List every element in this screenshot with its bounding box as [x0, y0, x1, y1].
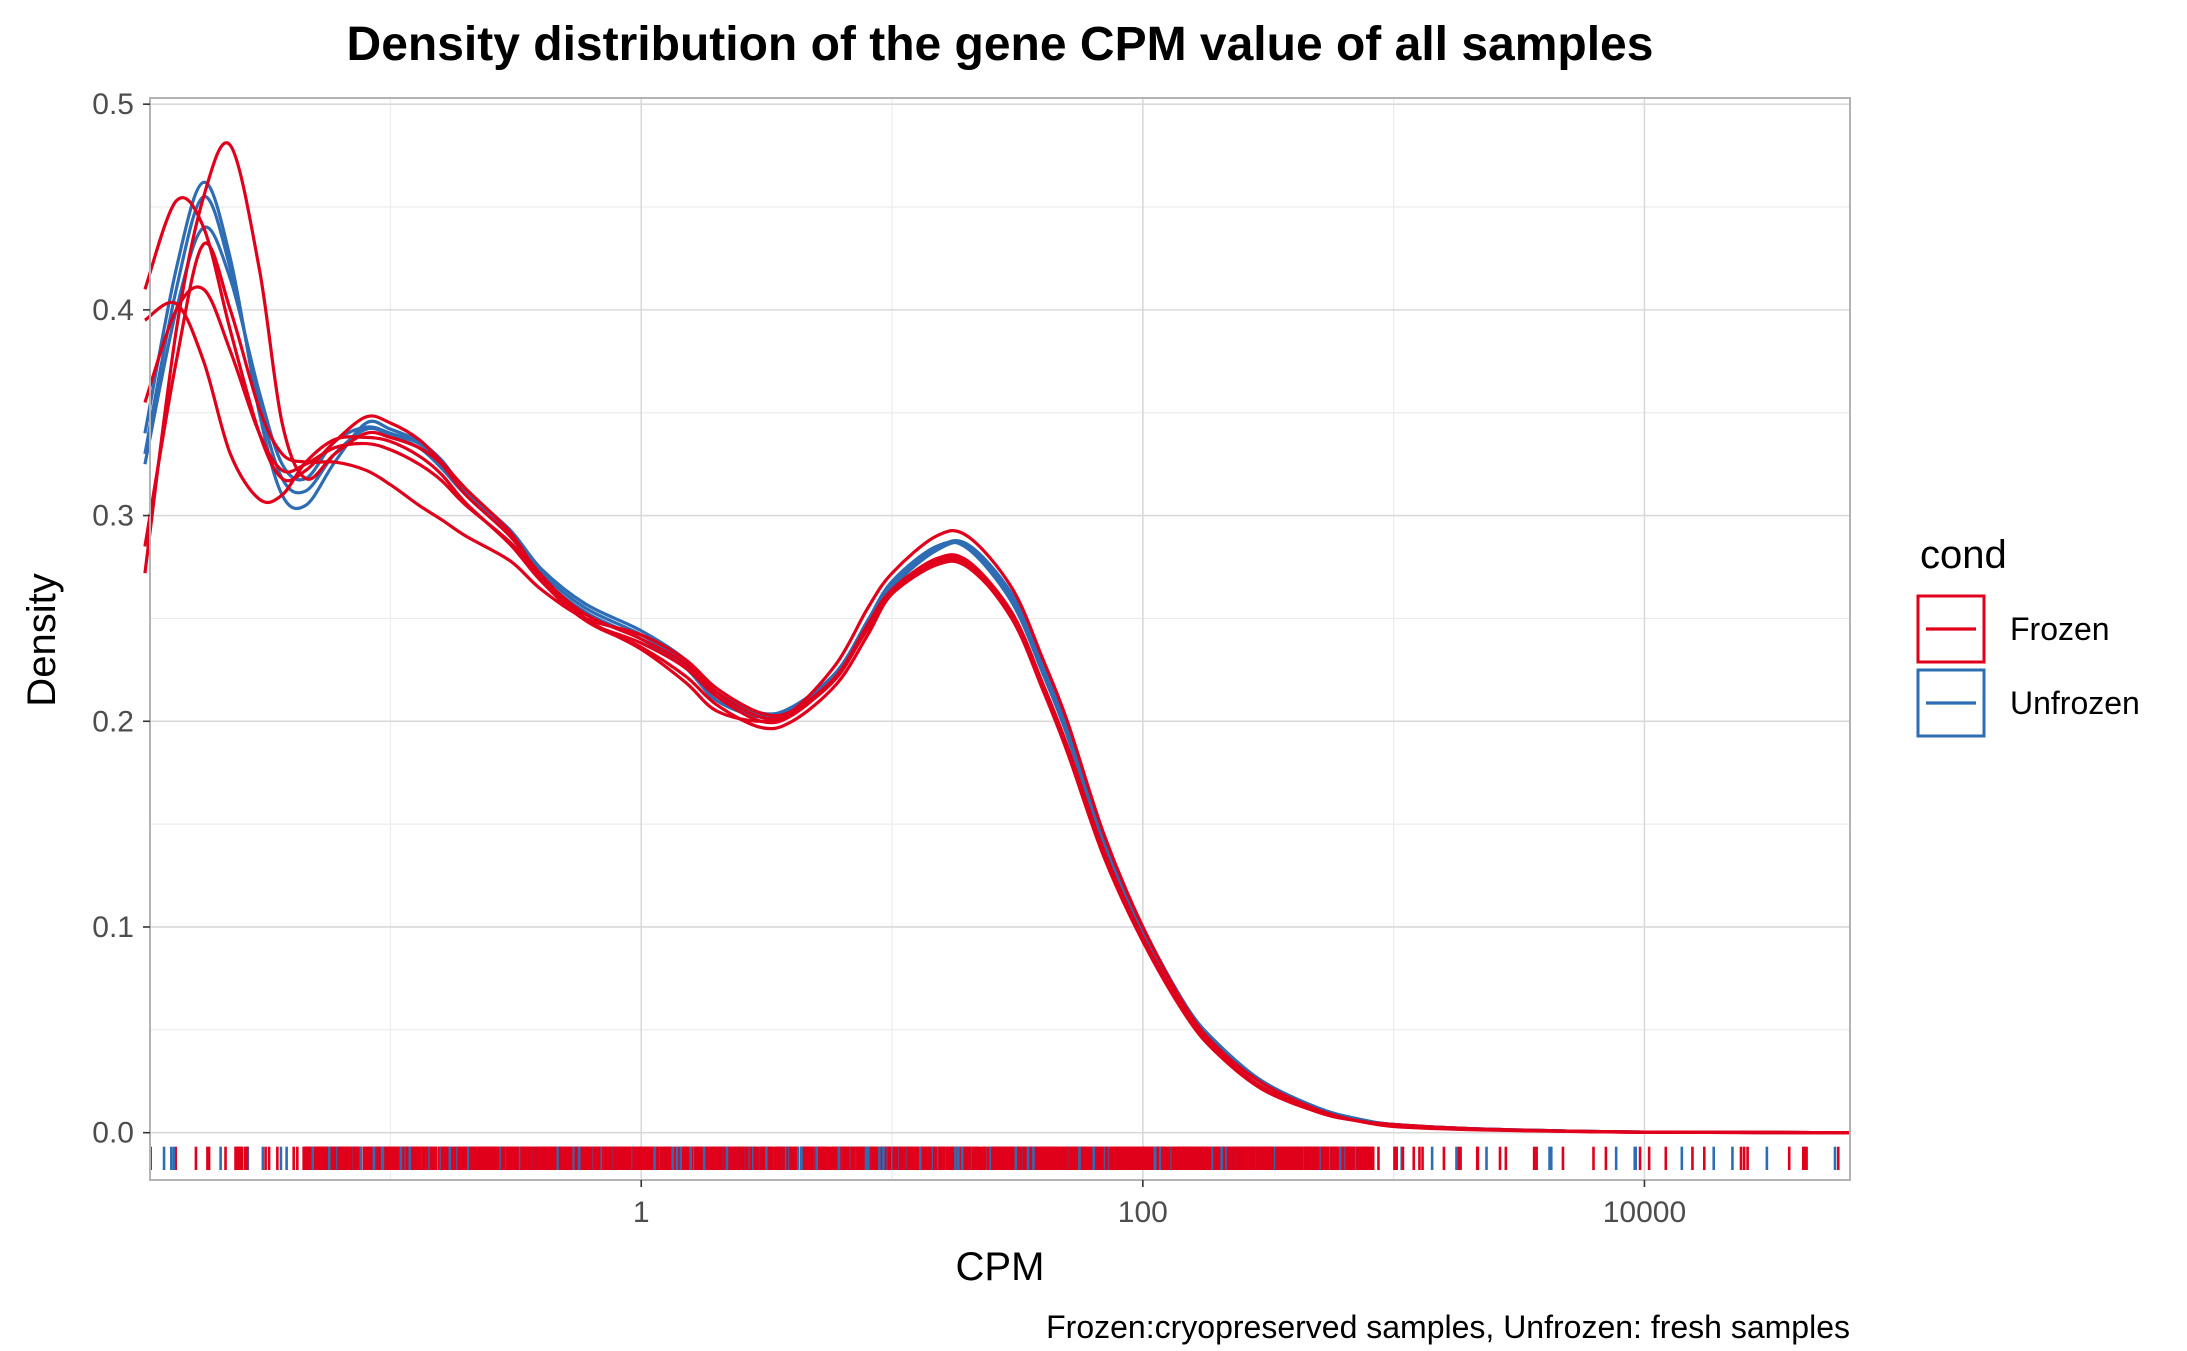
y-axis-ticks: 0.0 0.1 0.2 0.3 0.4 0.5 — [92, 88, 150, 1150]
legend-entries: Frozen Unfrozen — [1916, 594, 2140, 738]
rug-marks — [149, 1146, 1840, 1170]
density-curve-unfrozen — [143, 225, 1851, 1135]
y-tick-label: 0.2 — [92, 705, 134, 738]
y-tick-label: 0.1 — [92, 911, 134, 944]
legend-title: cond — [1920, 533, 2007, 577]
y-tick-label: 0.0 — [92, 1117, 134, 1150]
density-curves — [143, 141, 1851, 1135]
x-tick-label: 1 — [633, 1196, 650, 1229]
y-tick-label: 0.3 — [92, 500, 134, 533]
y-axis-title: Density — [20, 573, 64, 706]
x-axis-title: CPM — [956, 1245, 1045, 1289]
density-curve-frozen — [143, 285, 1851, 1135]
chart-title: Density distribution of the gene CPM val… — [347, 18, 1654, 71]
y-tick-label: 0.5 — [92, 88, 134, 121]
legend-entry-unfrozen: Unfrozen — [1916, 668, 2140, 738]
x-axis-ticks: 1 100 10000 — [633, 1180, 1686, 1229]
y-tick-label: 0.4 — [92, 294, 134, 327]
density-curve-frozen — [143, 141, 1851, 1135]
density-curve-unfrozen — [143, 180, 1851, 1135]
plot-panel-border — [149, 97, 1851, 1181]
legend-entry-frozen: Frozen — [1916, 594, 2110, 664]
legend-label: Frozen — [2010, 611, 2110, 647]
density-curve-frozen — [143, 196, 1851, 1135]
legend: cond Frozen Unfrozen — [1916, 533, 2140, 738]
density-curve-unfrozen — [143, 195, 1851, 1135]
density-curve-frozen — [143, 241, 1851, 1135]
chart-caption: Frozen:cryopreserved samples, Unfrozen: … — [1046, 1309, 1850, 1345]
x-tick-label: 10000 — [1603, 1196, 1686, 1229]
x-tick-label: 100 — [1118, 1196, 1168, 1229]
legend-label: Unfrozen — [2010, 685, 2140, 721]
grid-lines — [150, 98, 1850, 1180]
